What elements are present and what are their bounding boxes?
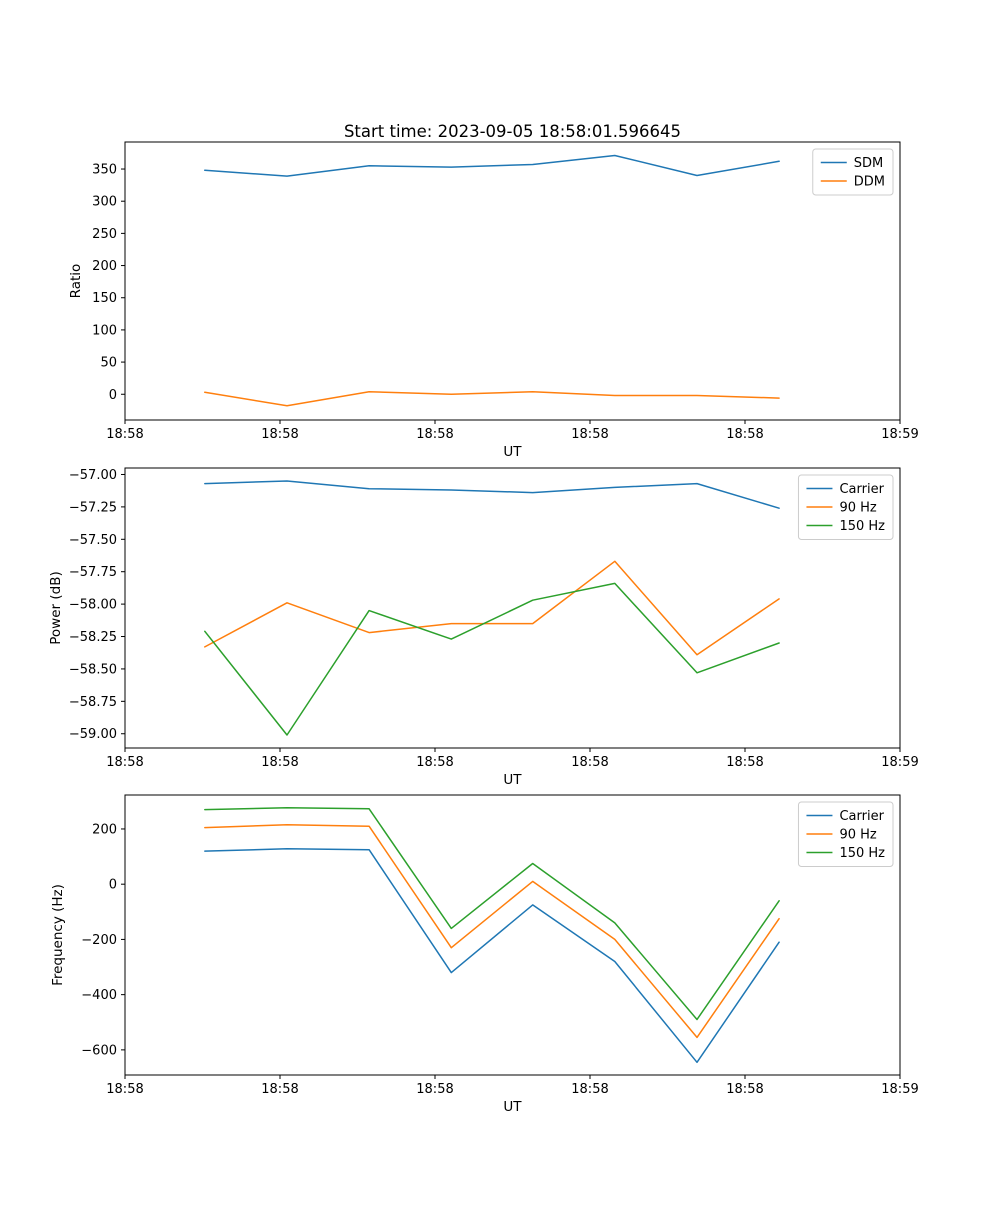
y-axis-label: Power (dB) — [48, 571, 64, 644]
x-tick-label: 18:58 — [416, 755, 453, 770]
chart-power: −59.00 −58.75 −58.50 −58.25 −58.00 −57.75 −57.… — [48, 467, 919, 788]
plot-frame — [124, 794, 901, 1076]
x-tick-label: 18:59 — [881, 427, 918, 442]
x-axis-label: UT — [503, 444, 522, 460]
legend-label: SDM — [854, 156, 883, 171]
series-line-150-hz — [204, 806, 780, 1021]
legend-label: Carrier — [839, 809, 884, 824]
x-tick-label: 18:58 — [416, 1082, 453, 1097]
y-tick-label: 250 — [92, 227, 117, 242]
series-line-carrier — [204, 848, 780, 1064]
y-tick-label: −58.25 — [69, 630, 117, 645]
x-tick-label: 18:58 — [261, 755, 298, 770]
figure-title: Start time: 2023-09-05 18:58:01.596645 — [344, 122, 681, 141]
x-tick-label: 18:58 — [261, 1082, 298, 1097]
x-tick-label: 18:58 — [106, 755, 143, 770]
x-tick-label: 18:58 — [571, 427, 608, 442]
y-tick-label: 0 — [109, 878, 117, 893]
x-tick-label: 18:58 — [726, 1082, 763, 1097]
legend-box — [812, 148, 894, 196]
y-tick-label: 200 — [92, 822, 117, 837]
legend: SDM DDM — [812, 148, 894, 196]
legend: Carrier 90 Hz 150 Hz — [797, 474, 894, 540]
legend-label: Carrier — [839, 482, 884, 497]
x-tick-label: 18:58 — [571, 755, 608, 770]
legend-box — [797, 801, 894, 867]
y-tick-label: −600 — [81, 1043, 117, 1058]
x-tick-label: 18:59 — [881, 755, 918, 770]
y-tick-label: −59.00 — [69, 727, 117, 742]
legend-label: 150 Hz — [839, 846, 885, 861]
series-line-90-hz — [204, 824, 780, 1039]
legend-box — [797, 474, 894, 540]
series-line-90-hz — [204, 560, 780, 656]
x-tick-label: 18:58 — [726, 755, 763, 770]
y-axis-label: Frequency (Hz) — [50, 884, 66, 986]
series-line-sdm — [204, 154, 780, 177]
series-line-150-hz — [204, 582, 780, 736]
x-axis-label: UT — [503, 772, 522, 788]
x-tick-label: 18:58 — [571, 1082, 608, 1097]
series-line-carrier — [204, 480, 780, 509]
y-tick-label: 50 — [100, 356, 117, 371]
y-tick-label: −58.75 — [69, 695, 117, 710]
y-tick-label: 100 — [92, 323, 117, 338]
y-tick-label: −58.00 — [69, 598, 117, 613]
legend-label: 90 Hz — [839, 501, 876, 516]
y-tick-label: 0 — [109, 388, 117, 403]
x-tick-label: 18:58 — [416, 427, 453, 442]
plot-frame — [124, 467, 901, 749]
x-tick-label: 18:58 — [106, 427, 143, 442]
y-tick-label: −57.75 — [69, 565, 117, 580]
legend-label: 150 Hz — [839, 519, 885, 534]
x-tick-label: 18:59 — [881, 1082, 918, 1097]
x-tick-label: 18:58 — [106, 1082, 143, 1097]
y-tick-label: −400 — [81, 988, 117, 1003]
y-tick-label: −200 — [81, 933, 117, 948]
y-tick-label: 350 — [92, 163, 117, 178]
legend-label: 90 Hz — [839, 828, 876, 843]
x-tick-label: 18:58 — [261, 427, 298, 442]
y-tick-label: −57.00 — [69, 468, 117, 483]
y-axis-label: Ratio — [68, 264, 84, 299]
y-tick-label: −57.50 — [69, 533, 117, 548]
chart-ratio: 0 50 100 150 200 250 300 350 18:58 18:58 18:58 18:5… — [68, 141, 919, 460]
plot-frame — [124, 141, 901, 421]
legend-label: DDM — [854, 175, 885, 190]
y-tick-label: −58.50 — [69, 662, 117, 677]
y-tick-label: 150 — [92, 291, 117, 306]
legend: Carrier 90 Hz 150 Hz — [797, 801, 894, 867]
chart-frequency: −600 −400 −200 0 200 18:58 18:58 18:58 18:58 18:5… — [50, 794, 919, 1115]
y-tick-label: −57.25 — [69, 500, 117, 515]
y-tick-label: 300 — [92, 195, 117, 210]
y-tick-label: 200 — [92, 259, 117, 274]
x-axis-label: UT — [503, 1099, 522, 1115]
x-tick-label: 18:58 — [726, 427, 763, 442]
series-line-ddm — [204, 390, 780, 407]
